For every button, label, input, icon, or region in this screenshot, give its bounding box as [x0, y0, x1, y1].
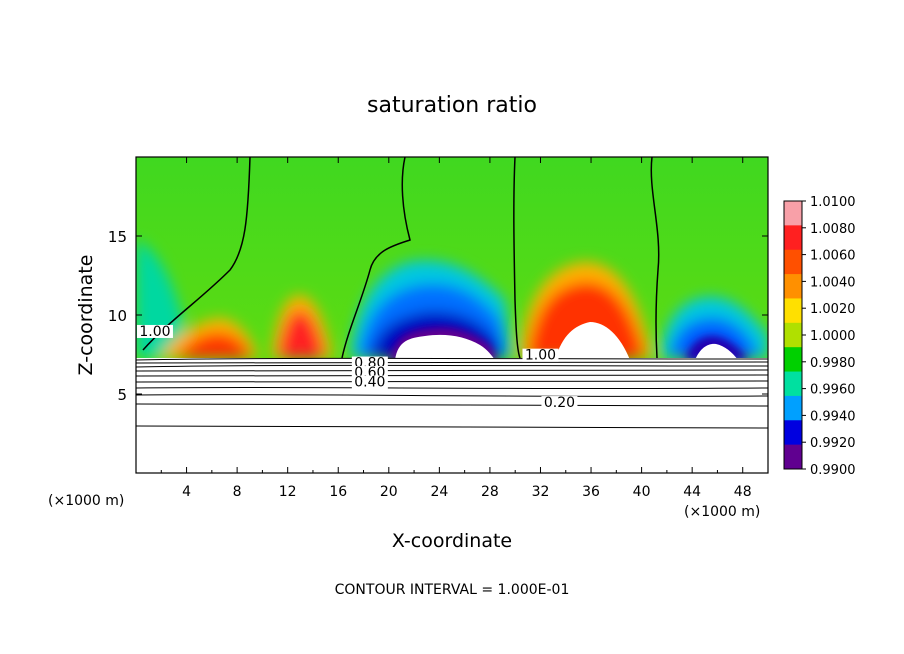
x-axis-label: X-coordinate: [392, 530, 512, 552]
contour-label: 0.40: [354, 375, 385, 391]
x-tick-label: 16: [329, 484, 347, 500]
colorbar-label: 0.9980: [810, 356, 856, 371]
colorbar-swatch: [784, 371, 802, 397]
contour-label: 1.00: [525, 348, 556, 364]
colorbar-label: 1.0100: [810, 195, 856, 210]
colorbar-label: 0.9960: [810, 383, 856, 398]
chart-title: saturation ratio: [367, 93, 537, 118]
colorbar-label: 1.0060: [810, 249, 856, 264]
x-tick-label: 32: [532, 484, 550, 500]
x-axis-ticks: 4 8 12 16 20 24 28 32 36 40 44 48: [160, 157, 752, 500]
x-unit-right: (×1000 m): [684, 504, 760, 520]
colorbar-swatch: [784, 420, 802, 446]
contour-interval-footer: CONTOUR INTERVAL = 1.000E-01: [335, 582, 570, 598]
y-tick-label: 5: [117, 386, 127, 404]
colorbar-swatch: [784, 274, 802, 299]
colorbar-label: 0.9940: [810, 409, 856, 424]
x-tick-label: 48: [734, 484, 752, 500]
colorbar-label: 0.9900: [810, 463, 856, 478]
colorbar-label: 0.9920: [810, 436, 856, 451]
x-tick-label: 28: [481, 484, 499, 500]
colorbar-swatch: [784, 322, 802, 348]
colorbar-swatch: [784, 298, 802, 324]
colorbar-label: 1.0020: [810, 302, 856, 317]
y-tick-label: 10: [108, 307, 127, 325]
x-tick-label: 24: [430, 484, 448, 500]
contour-label: 0.20: [544, 395, 575, 411]
contour-label-bg: [136, 324, 173, 338]
contour-label-bg: [541, 396, 578, 410]
colorbar-label: 1.0040: [810, 275, 856, 290]
x-tick-label: 40: [633, 484, 651, 500]
x-tick-label: 20: [380, 484, 398, 500]
x-tick-label: 8: [233, 484, 242, 500]
colorbar-label: 1.0080: [810, 222, 856, 237]
x-tick-label: 4: [182, 484, 191, 500]
contour-label-bg: [522, 348, 559, 362]
x-tick-label: 12: [279, 484, 297, 500]
contour-label-bg: [351, 375, 388, 389]
x-tick-label: 44: [683, 484, 701, 500]
x-unit-left: (×1000 m): [48, 493, 124, 509]
colorbar-swatch: [784, 225, 802, 251]
y-axis-ticks: 5 10 15: [108, 228, 768, 404]
x-tick-label: 36: [582, 484, 600, 500]
colorbar-swatch: [784, 444, 802, 470]
y-axis-label: Z-coordinate: [75, 255, 97, 376]
contour-labels: 1.001.000.800.600.400.20: [136, 324, 578, 411]
colorbar-swatch: [784, 201, 802, 226]
plot-area: [136, 157, 768, 473]
contour-label: 1.00: [139, 324, 170, 340]
colorbar-label: 1.0000: [810, 329, 856, 344]
colorbar-swatch: [784, 249, 802, 275]
y-tick-label: 15: [108, 228, 127, 246]
colorbar-swatch: [784, 347, 802, 373]
colorbar: 1.0100 1.0080 1.0060 1.0040 1.0020 1.0000 0.99…: [783, 195, 856, 478]
colorbar-swatch: [784, 395, 802, 421]
